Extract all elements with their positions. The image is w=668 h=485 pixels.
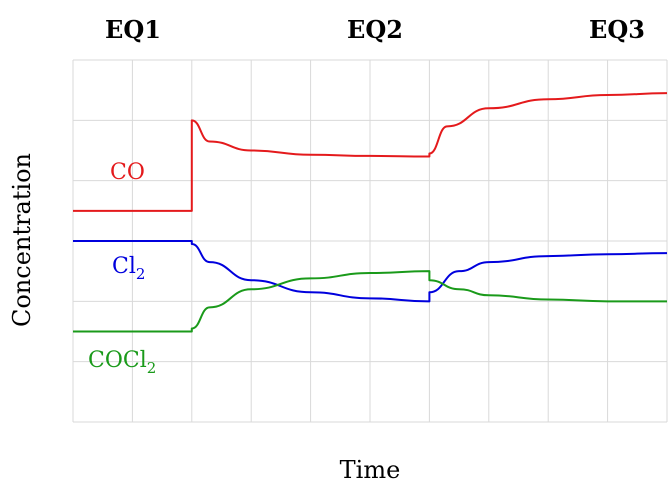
chart-grid bbox=[72, 59, 668, 423]
series-line-co bbox=[72, 92, 668, 212]
series-label-cocl2: COCl2 bbox=[88, 348, 156, 377]
chart-series-lines bbox=[72, 92, 668, 333]
phase-label-eq1: EQ1 bbox=[105, 15, 161, 44]
phase-label-eq2: EQ2 bbox=[347, 15, 403, 44]
phase-label-eq3: EQ3 bbox=[589, 15, 645, 44]
series-label-co: CO bbox=[110, 160, 145, 185]
series-label-cl2: Cl2 bbox=[112, 254, 145, 283]
y-axis-label: Concentration bbox=[8, 153, 36, 327]
series-line-cl2 bbox=[73, 239, 668, 303]
series-line-cocl2 bbox=[73, 270, 667, 333]
x-axis-label: Time bbox=[340, 456, 401, 484]
